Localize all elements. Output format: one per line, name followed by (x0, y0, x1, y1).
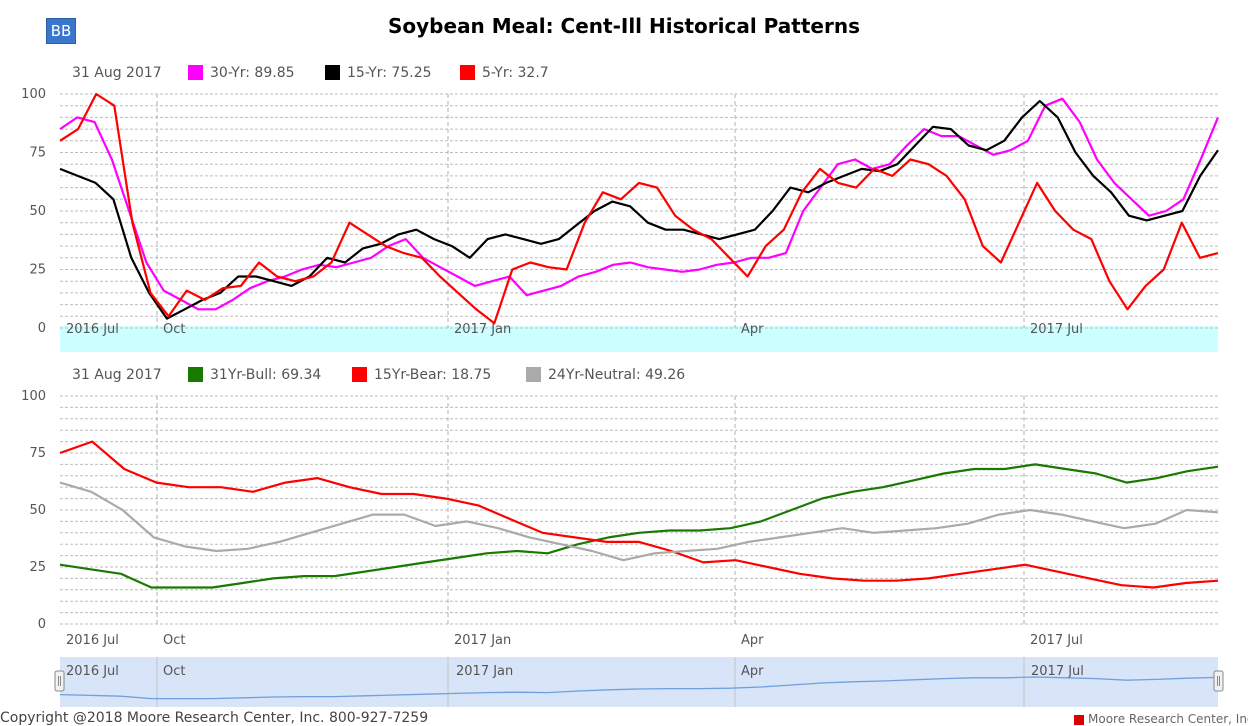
navigator-handle-right[interactable] (1213, 670, 1224, 692)
legend-swatch (188, 367, 203, 382)
x-tick-label: 2017 Jan (454, 633, 511, 648)
navigator-line (59, 676, 1219, 700)
lower-panel: 0 25 50 75 100 2016 Jul Oct 2017 Jan Apr 2017 Jul… (21, 367, 1219, 648)
y-tick-label: 0 (38, 321, 46, 336)
x-tick-label: 2017 Jan (454, 322, 511, 337)
navigator-label: Oct (163, 664, 185, 679)
navigator-label: 2017 Jul (1031, 664, 1084, 679)
brand-logo-icon (1074, 714, 1084, 725)
x-tick-label: 2016 Jul (66, 322, 119, 337)
y-tick-label: 50 (29, 204, 46, 219)
x-tick-label: Oct (163, 633, 185, 648)
x-tick-label: Apr (741, 322, 764, 337)
y-tick-label: 75 (29, 446, 46, 461)
navigator-label: 2017 Jan (456, 664, 513, 679)
navigator-label: 2016 Jul (66, 664, 119, 679)
y-tick-label: 25 (29, 560, 46, 575)
legend-label: 15-Yr: 75.25 (347, 65, 432, 81)
x-tick-label: 2017 Jul (1030, 322, 1083, 337)
y-tick-label: 75 (29, 146, 46, 161)
copyright-text: Copyright @2018 Moore Research Center, I… (0, 710, 429, 726)
series-line-24yr-neutral (59, 481, 1219, 562)
y-tick-label: 100 (21, 389, 46, 404)
legend-label: 15Yr-Bear: 18.75 (374, 367, 491, 383)
y-tick-label: 50 (29, 503, 46, 518)
legend-label: 5-Yr: 32.7 (482, 65, 549, 81)
legend-label: 24Yr-Neutral: 49.26 (548, 367, 685, 383)
navigator-range (60, 657, 1218, 707)
navigator-handle-left[interactable] (54, 670, 65, 692)
navigator-label: Apr (741, 664, 764, 679)
legend-swatch (460, 65, 475, 80)
legend-date: 31 Aug 2017 (72, 65, 162, 81)
chart-title: Soybean Meal: Cent-Ill Historical Patter… (388, 14, 860, 38)
season-band (60, 326, 1218, 352)
x-tick-label: Oct (163, 322, 185, 337)
legend-swatch (188, 65, 203, 80)
y-tick-label: 25 (29, 263, 46, 278)
legend-swatch (526, 367, 541, 382)
legend-date: 31 Aug 2017 (72, 367, 162, 383)
series-line-30-yr (59, 97, 1220, 311)
series-line-31yr-bull (59, 463, 1219, 589)
series-line-5-yr (59, 92, 1219, 325)
y-tick-label: 0 (38, 617, 46, 632)
brand-logo: Moore Research Center, Inc. (1074, 712, 1248, 726)
x-tick-label: 2016 Jul (66, 633, 119, 648)
brand-logo-text: Moore Research Center, Inc. (1088, 712, 1248, 726)
legend-swatch (352, 367, 367, 382)
upper-panel: 0 25 50 75 100 2016 Jul Oct 2017 Jan Apr 2017 Jul… (21, 65, 1220, 352)
series-line-15-yr (59, 99, 1219, 320)
navigator[interactable]: 2016 Jul Oct 2017 Jan Apr 2017 Jul (54, 657, 1224, 707)
legend-label: 30-Yr: 89.85 (210, 65, 295, 81)
y-tick-label: 100 (21, 87, 46, 102)
series-line-15yr-bear (59, 440, 1219, 589)
bb-logo-button[interactable]: BB (46, 18, 76, 44)
legend-label: 31Yr-Bull: 69.34 (210, 367, 321, 383)
x-tick-label: 2017 Jul (1030, 633, 1083, 648)
x-tick-label: Apr (741, 633, 764, 648)
legend-swatch (325, 65, 340, 80)
